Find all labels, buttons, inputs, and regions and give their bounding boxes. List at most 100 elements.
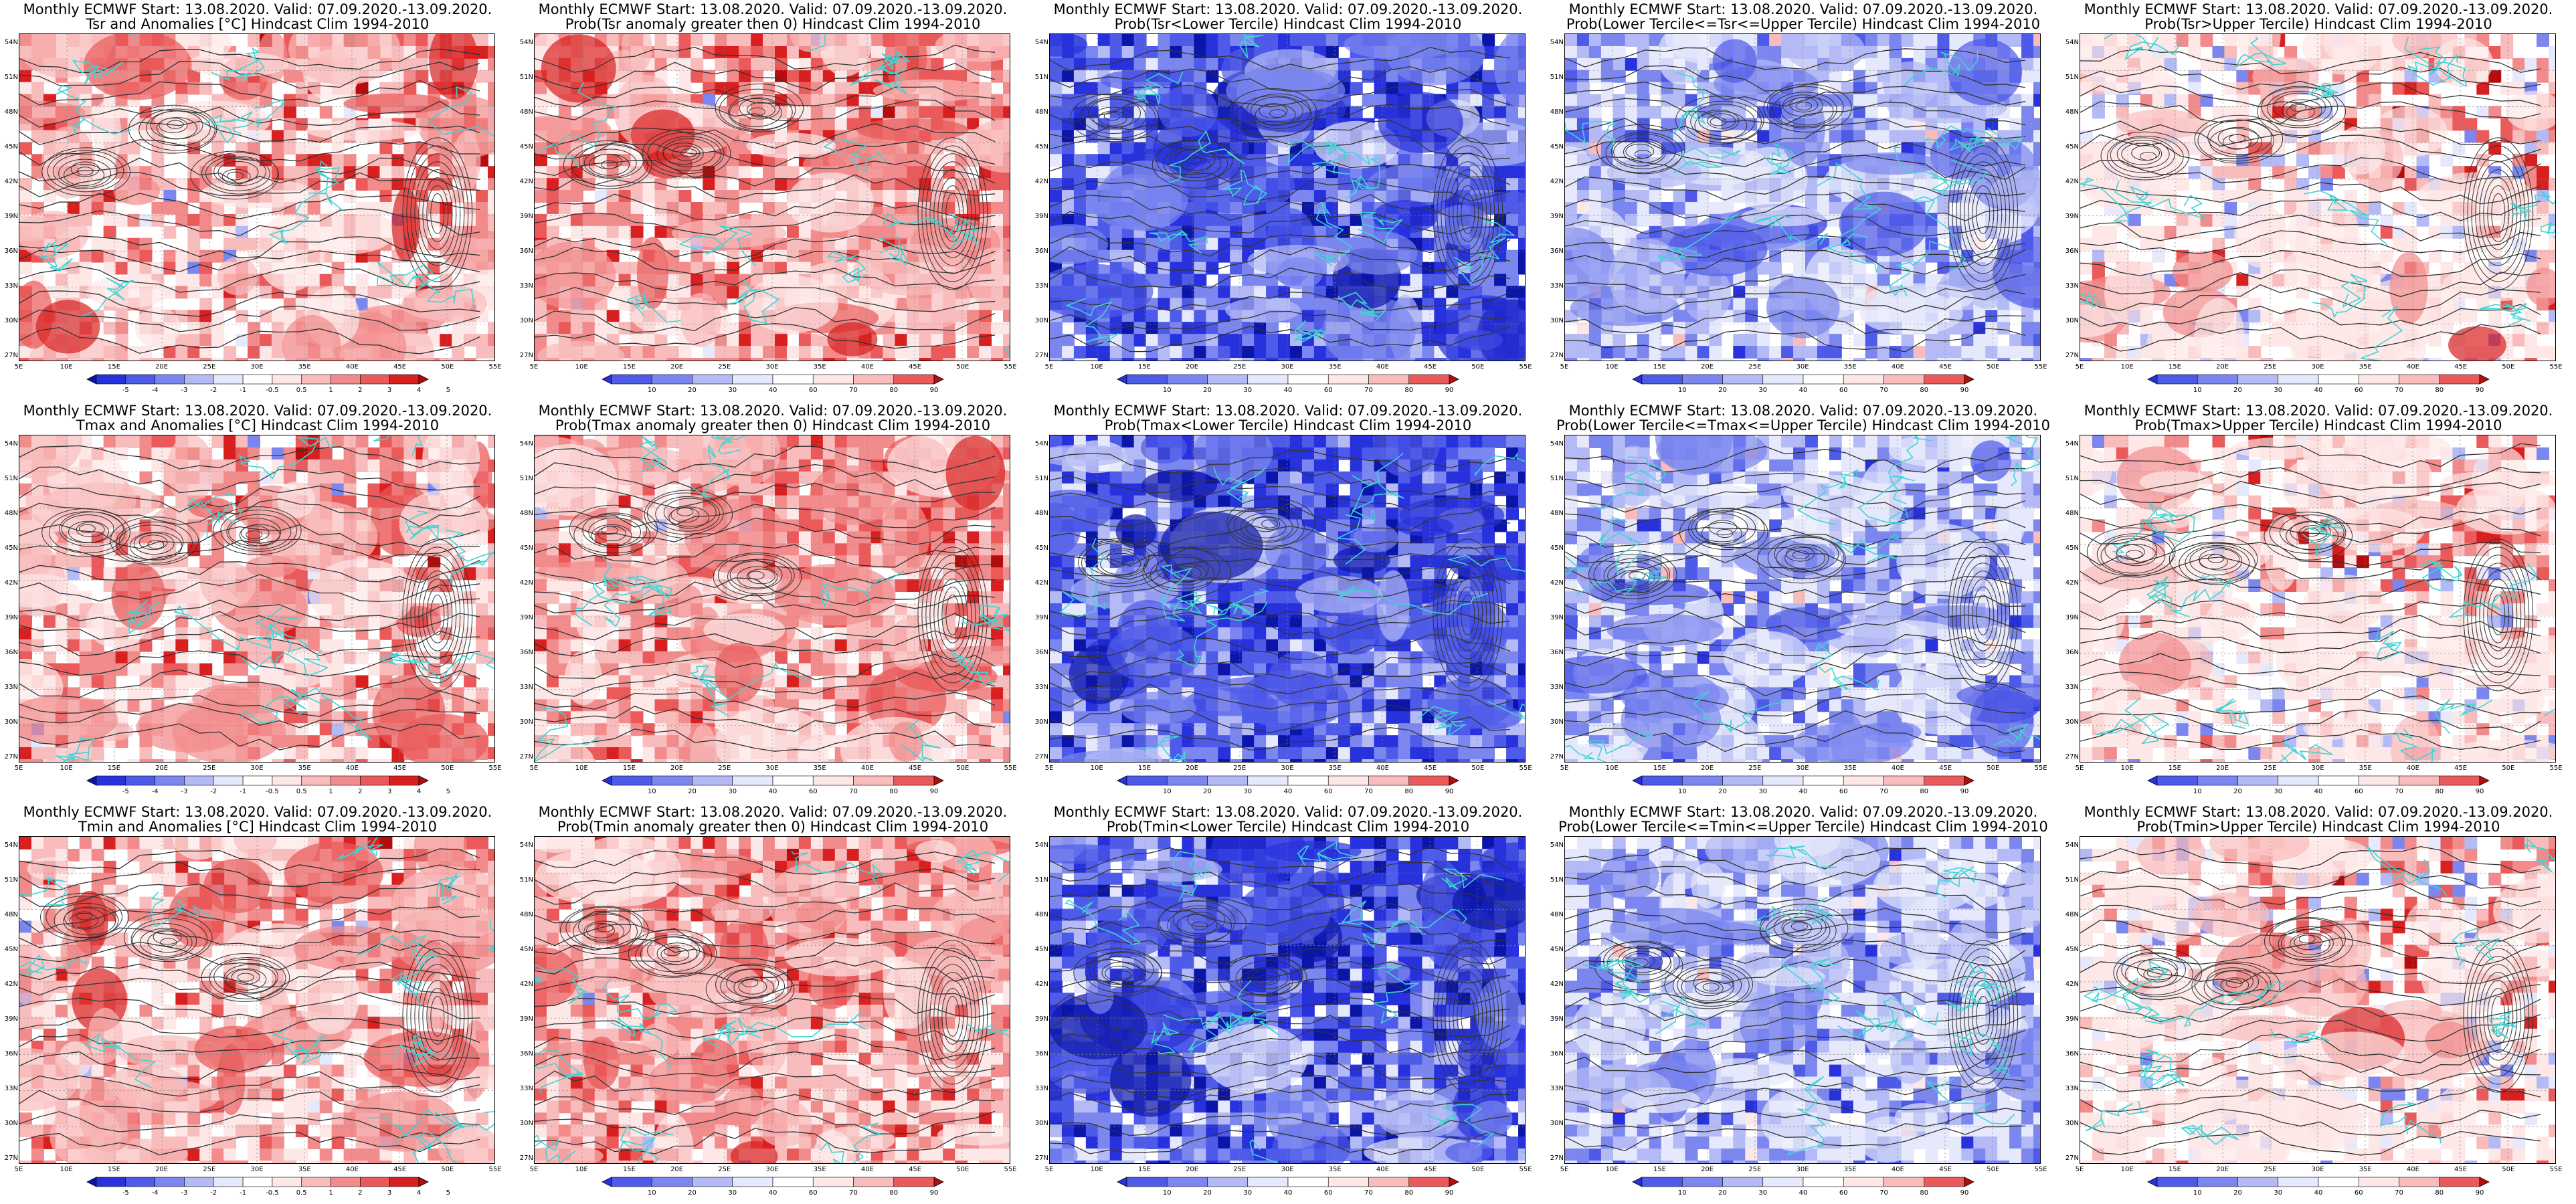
longitude-label: 25E xyxy=(2264,765,2277,772)
colorbar-swatch xyxy=(213,775,244,786)
colorbar-swatch xyxy=(2156,775,2198,786)
longitude-label: 15E xyxy=(1137,363,1151,371)
contour-lines xyxy=(1565,445,2026,754)
colorbar-swatch xyxy=(1247,1177,1289,1187)
colorbar-label: 2 xyxy=(358,387,363,394)
longitude-label: 45E xyxy=(909,1166,922,1173)
latitude-label: 30N xyxy=(4,1120,18,1127)
latitude-label: 30N xyxy=(2065,718,2079,726)
longitude-label: 25E xyxy=(2264,1166,2277,1173)
latitude-label: 45N xyxy=(4,143,18,150)
panel-title-line2: Tsr and Anomalies [°C] Hindcast Clim 199… xyxy=(86,16,430,32)
longitude-label: 45E xyxy=(2454,1166,2468,1173)
colorbar-label: -1 xyxy=(240,387,247,394)
colorbar xyxy=(2147,1177,2490,1187)
latitude-label: 30N xyxy=(2065,317,2079,324)
longitude-label: 30E xyxy=(2311,765,2324,772)
longitude-label: 20E xyxy=(1186,1166,1199,1173)
contour-lines xyxy=(19,848,480,1156)
colorbar-label: 10 xyxy=(1162,788,1172,795)
colorbar-label: 20 xyxy=(688,1189,697,1197)
shaded-blobs xyxy=(535,837,1010,1163)
colorbar-label: 30 xyxy=(1758,788,1768,795)
colorbar-right-triangle xyxy=(1449,374,1459,385)
forecast-map xyxy=(19,836,495,1164)
longitude-label: 5E xyxy=(1044,765,1054,772)
latitude-label: 33N xyxy=(4,282,18,290)
forecast-map xyxy=(1564,33,2041,361)
longitude-label: 45E xyxy=(393,1166,407,1173)
colorbar-label: 40 xyxy=(1283,387,1293,394)
colorbar-right-triangle xyxy=(2479,1177,2490,1187)
colorbar xyxy=(1632,1177,1974,1187)
colorbar-label: 20 xyxy=(2233,387,2242,394)
longitude-label: 50E xyxy=(1471,363,1485,371)
coastlines xyxy=(2096,502,2555,762)
longitude-label: 45E xyxy=(909,765,922,772)
colorbar-right-triangle xyxy=(1449,1177,1459,1187)
colorbar-label: 90 xyxy=(1445,788,1454,795)
colorbar-swatch xyxy=(1883,374,1925,385)
panel-title-line2: Tmin and Anomalies [°C] Hindcast Clim 19… xyxy=(78,819,438,835)
colorbar-label: 2 xyxy=(358,788,363,795)
latitude-label: 48N xyxy=(4,108,18,116)
panel-title-line1: Monthly ECMWF Start: 13.08.2020. Valid: … xyxy=(1053,403,1523,419)
colorbar-label: 10 xyxy=(647,387,656,394)
longitude-label: 55E xyxy=(1519,1166,1532,1173)
longitude-label: 40E xyxy=(2406,363,2419,371)
longitude-label: 25E xyxy=(718,1166,731,1173)
colorbar-left-triangle xyxy=(1632,775,1643,786)
longitude-label: 15E xyxy=(2168,765,2181,772)
longitude-label: 15E xyxy=(1137,765,1151,772)
forecast-panel: Monthly ECMWF Start: 13.08.2020. Valid: … xyxy=(1030,803,1546,1204)
contour-lines xyxy=(19,48,480,355)
colorbar-label: 20 xyxy=(1718,1189,1727,1197)
longitude-label: 35E xyxy=(1843,363,1857,371)
latitude-label: 48N xyxy=(1550,510,1564,517)
longitude-label: 40E xyxy=(1891,363,1904,371)
colorbar-swatch xyxy=(1408,374,1450,385)
colorbar-swatch xyxy=(2439,374,2480,385)
colorbar-swatch xyxy=(2358,374,2399,385)
latitude-label: 48N xyxy=(1034,108,1048,116)
colorbar-label: 80 xyxy=(1920,1189,1929,1197)
latitude-label: 51N xyxy=(1550,475,1564,482)
forecast-map xyxy=(534,836,1010,1164)
colorbar-swatch xyxy=(611,1177,652,1187)
forecast-map xyxy=(19,33,495,361)
panel-title-line1: Monthly ECMWF Start: 13.08.2020. Valid: … xyxy=(538,403,1008,419)
contour-lines xyxy=(19,445,480,750)
forecast-map xyxy=(1049,435,1526,763)
contour-lines xyxy=(2080,443,2541,751)
longitude-label: 50E xyxy=(1987,765,2000,772)
colorbar-label: 80 xyxy=(1920,387,1929,394)
panel-title-line1: Monthly ECMWF Start: 13.08.2020. Valid: … xyxy=(23,1,492,17)
colorbar-swatch xyxy=(2278,775,2319,786)
longitude-label: 40E xyxy=(1376,363,1389,371)
colorbar-label: 70 xyxy=(1364,387,1373,394)
longitude-label: 5E xyxy=(14,765,23,772)
longitude-label: 50E xyxy=(2502,363,2515,371)
latitude-label: 27N xyxy=(519,352,533,359)
forecast-map xyxy=(1049,33,1526,361)
colorbar-swatch xyxy=(155,775,185,786)
panel-title-line1: Monthly ECMWF Start: 13.08.2020. Valid: … xyxy=(23,804,492,820)
latitude-label: 30N xyxy=(1550,718,1564,726)
colorbar-swatch xyxy=(2278,374,2319,385)
colorbar-swatch xyxy=(242,374,273,385)
latitude-label: 30N xyxy=(1550,317,1564,324)
longitude-label: 5E xyxy=(1560,363,1569,371)
longitude-label: 15E xyxy=(2168,1166,2181,1173)
coastlines xyxy=(1565,49,2024,297)
colorbar-label: 40 xyxy=(2314,1189,2323,1197)
colorbar-swatch xyxy=(1327,775,1369,786)
colorbar-swatch xyxy=(1883,1177,1925,1187)
latitude-label: 30N xyxy=(1034,1120,1048,1127)
latitude-label: 48N xyxy=(519,510,533,517)
panel-title-line1: Monthly ECMWF Start: 13.08.2020. Valid: … xyxy=(538,1,1008,17)
latitude-label: 42N xyxy=(4,579,18,587)
latitude-label: 27N xyxy=(2065,753,2079,761)
colorbar-swatch xyxy=(1762,1177,1804,1187)
longitude-label: 40E xyxy=(345,1166,359,1173)
colorbar-swatch xyxy=(155,374,185,385)
